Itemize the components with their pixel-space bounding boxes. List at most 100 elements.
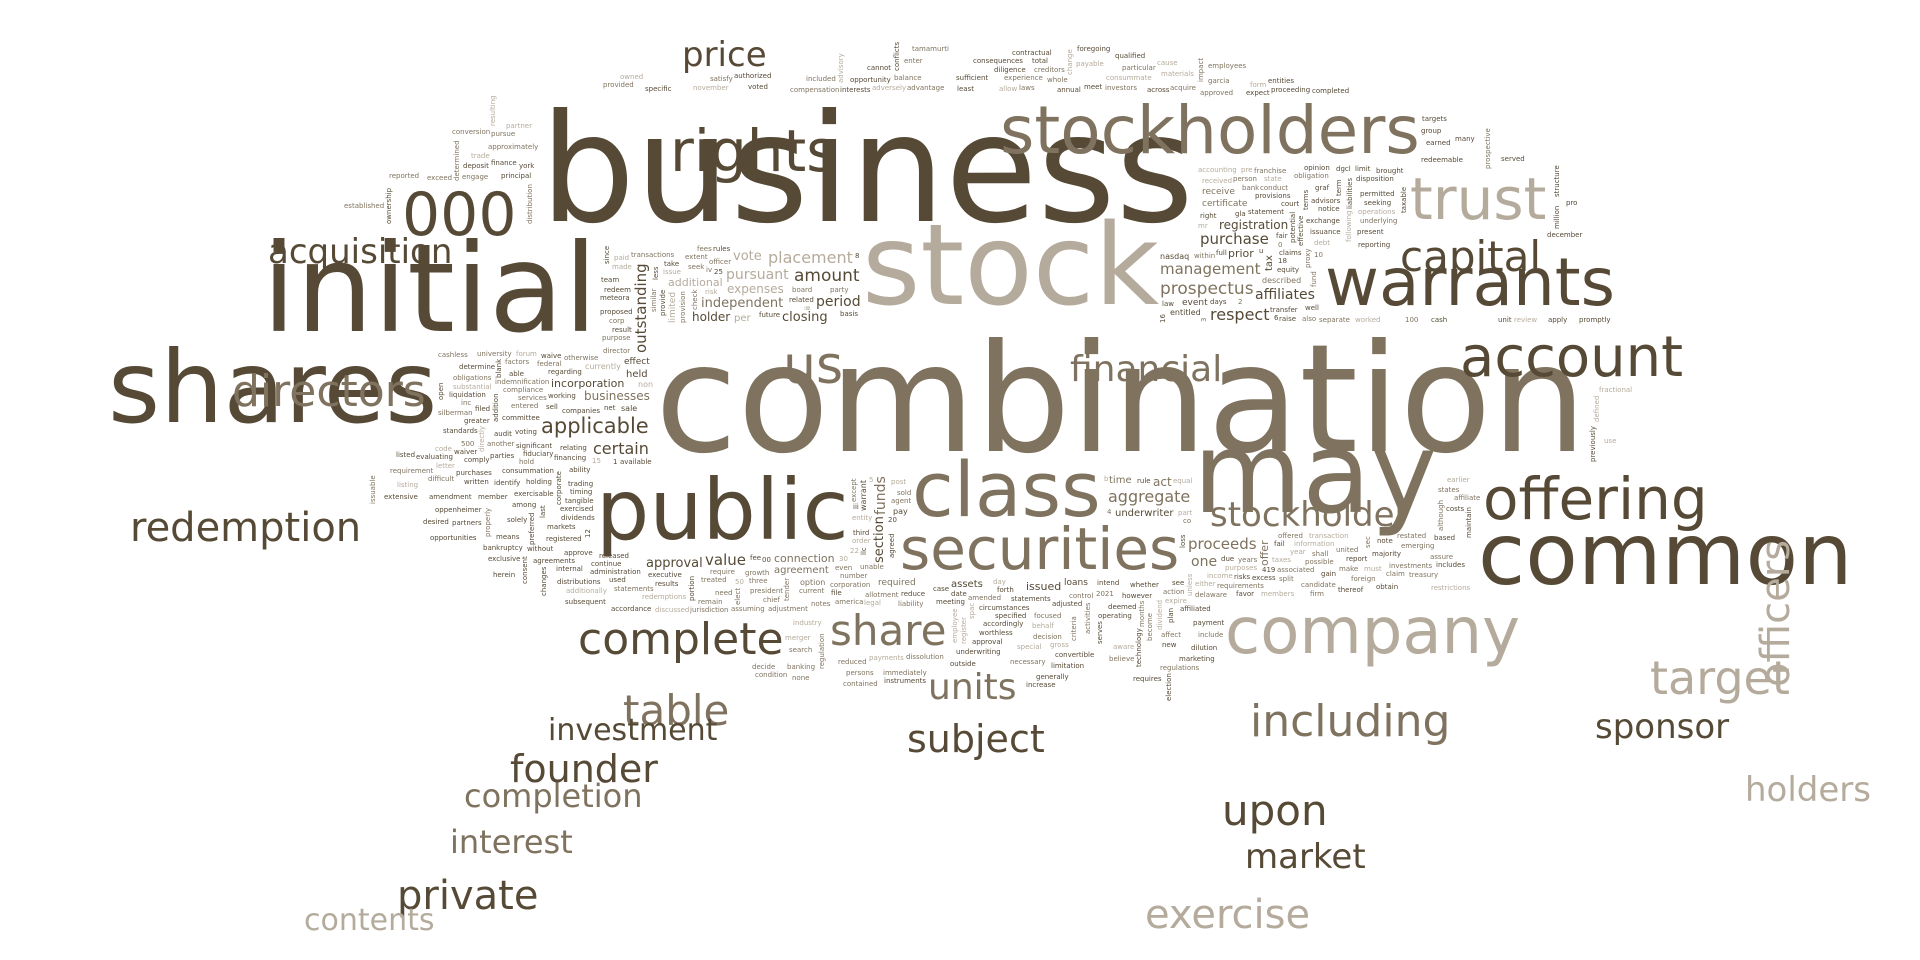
word-cloud-word: received: [1202, 177, 1233, 185]
word-cloud-word: permitted: [1360, 190, 1395, 198]
word-cloud-word: plan: [1167, 607, 1175, 623]
word-cloud-word: make: [1339, 565, 1359, 573]
word-cloud-word: pay: [893, 507, 908, 516]
word-cloud-word: notice: [1318, 205, 1340, 213]
word-cloud-word: reporting: [1358, 241, 1391, 249]
word-cloud-word: tender: [783, 577, 791, 601]
word-cloud-word: warrants: [1325, 244, 1616, 321]
word-cloud-word: obligations: [453, 374, 492, 382]
word-cloud-word: instruments: [884, 677, 927, 685]
word-cloud-word: option: [800, 578, 826, 587]
word-cloud-word: internal: [556, 565, 583, 573]
word-cloud-word: claim: [1386, 570, 1405, 578]
word-cloud-word: consummate: [1106, 74, 1152, 82]
word-cloud-word: owned: [620, 73, 644, 81]
word-cloud-word: issue: [663, 268, 681, 276]
word-cloud-word: company: [1225, 595, 1520, 669]
word-cloud-word: partner: [506, 122, 532, 130]
word-cloud-word: officers: [1753, 539, 1799, 687]
word-cloud-word: contents: [304, 903, 435, 938]
word-cloud-word: entity: [852, 514, 873, 522]
word-cloud-word: increase: [1026, 681, 1056, 689]
word-cloud-word: dividend: [1156, 599, 1164, 630]
word-cloud-word: based: [1434, 534, 1456, 542]
word-cloud-word: cash: [1431, 316, 1448, 324]
word-cloud-word: unless: [1186, 573, 1194, 596]
word-cloud-word: corporate: [555, 471, 563, 505]
word-cloud-word: many: [1455, 135, 1475, 143]
word-cloud-word: u: [1259, 247, 1264, 255]
word-cloud-word: provide: [659, 289, 667, 316]
word-cloud-word: similar: [650, 288, 658, 312]
word-cloud-word: payments: [869, 654, 904, 662]
word-cloud-word: voted: [748, 83, 768, 91]
word-cloud-word: use: [1604, 437, 1617, 445]
word-cloud-word: pursuant: [726, 267, 789, 283]
word-cloud-word: stockholder: [1210, 495, 1409, 535]
word-cloud-word: potential: [1289, 211, 1297, 243]
word-cloud-word: agent: [891, 497, 912, 505]
word-cloud-word: obtain: [1376, 583, 1399, 591]
word-cloud-word: 22: [850, 547, 859, 555]
word-cloud-word: 00: [762, 556, 771, 564]
word-cloud-word: additional: [668, 276, 723, 289]
word-cloud-word: committee: [502, 414, 540, 422]
word-cloud-word: investors: [1105, 84, 1138, 92]
word-cloud-word: particular: [1122, 64, 1156, 72]
word-cloud-word: nasdaq: [1160, 252, 1190, 261]
word-cloud-word: non: [638, 380, 654, 389]
word-cloud-word: fiduciary: [523, 450, 554, 458]
word-cloud-word: offer: [1258, 540, 1271, 566]
word-cloud-word: terms: [1302, 189, 1310, 210]
word-cloud-word: distribution: [526, 184, 534, 224]
word-cloud-word: agreed: [888, 533, 896, 558]
word-cloud-word: member: [478, 493, 508, 501]
word-cloud-word: within: [1194, 252, 1216, 260]
word-cloud-word: whether: [1130, 581, 1159, 589]
word-cloud-word: assure: [1430, 553, 1454, 561]
word-cloud-word: made: [612, 263, 632, 271]
word-cloud-word: markets: [547, 523, 576, 531]
word-cloud-word: criteria: [1070, 616, 1078, 641]
word-cloud-word: specified: [995, 612, 1027, 620]
word-cloud-word: target: [1650, 651, 1790, 705]
word-cloud-word: forum: [516, 350, 537, 358]
word-cloud-word: connection: [774, 552, 835, 565]
word-cloud-word: resulting: [489, 95, 497, 126]
word-cloud-word: necessary: [1010, 658, 1046, 666]
word-cloud-word: diligence: [994, 66, 1026, 74]
word-cloud-word: opportunity: [850, 76, 891, 84]
word-cloud-word: present: [1357, 228, 1384, 236]
word-cloud-word: meeting: [936, 598, 966, 606]
word-cloud-word: liabilities: [1346, 177, 1354, 209]
word-cloud-word: subject: [907, 717, 1045, 761]
word-cloud-word: discussed: [655, 606, 690, 614]
word-cloud-word: impact: [1197, 57, 1205, 82]
word-cloud-word: effective: [1297, 215, 1305, 246]
word-cloud-word: executive: [648, 571, 682, 579]
word-cloud-word: ownership: [385, 187, 393, 224]
word-cloud-word: changes: [540, 566, 548, 596]
word-cloud-word: written: [464, 478, 489, 486]
word-cloud-word: become: [1146, 612, 1154, 641]
word-cloud-word: prospective: [1484, 128, 1492, 169]
word-cloud-word: none: [792, 674, 810, 682]
word-cloud-word: b: [1104, 475, 1109, 483]
word-cloud-word: university: [477, 350, 512, 358]
word-cloud-word: cause: [1157, 59, 1178, 67]
word-cloud-word: fund: [1310, 271, 1318, 287]
word-cloud-word: approve: [564, 549, 593, 557]
word-cloud-word: group: [1421, 127, 1442, 135]
word-cloud-word: substantial: [453, 383, 492, 391]
word-cloud-word: rules: [713, 245, 731, 253]
word-cloud-word: maintain: [1465, 507, 1473, 538]
word-cloud-word: associated: [1277, 566, 1315, 574]
word-cloud-word: 419: [1262, 566, 1276, 574]
word-cloud-word: basis: [840, 310, 858, 318]
word-cloud-word: review: [1514, 316, 1538, 324]
word-cloud-word: 15: [592, 457, 601, 465]
word-cloud-word: aggregate: [1108, 487, 1191, 506]
word-cloud-word: significant: [516, 442, 553, 450]
word-cloud-word: even: [835, 564, 853, 572]
word-cloud-word: taxable: [1400, 186, 1408, 213]
